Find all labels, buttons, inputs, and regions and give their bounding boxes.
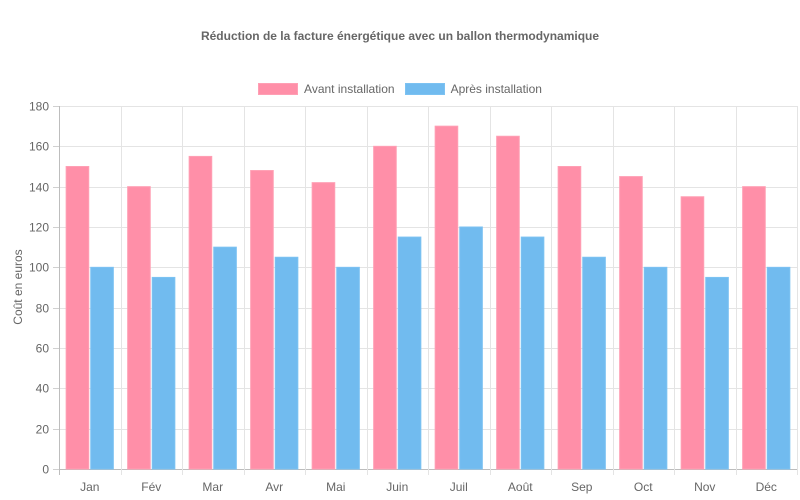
legend-item-apres[interactable]: Après installation xyxy=(404,82,542,96)
bar-avant xyxy=(680,196,705,470)
bar-avant xyxy=(65,166,90,470)
y-tick-label: 160 xyxy=(29,140,49,154)
bar-apres xyxy=(766,266,791,470)
x-tick-label: Mar xyxy=(202,480,223,494)
x-tick-label: Nov xyxy=(694,480,715,494)
bar-apres xyxy=(90,266,114,470)
bar-avant xyxy=(742,186,766,470)
bar-avant xyxy=(619,176,643,470)
bar-apres xyxy=(274,256,299,470)
y-tick-label: 40 xyxy=(36,382,50,396)
bar-avant xyxy=(250,170,274,470)
y-tick-label: 120 xyxy=(29,221,49,235)
chart-title: Réduction de la facture énergétique avec… xyxy=(200,29,600,43)
bar-apres xyxy=(520,236,545,470)
bar-apres xyxy=(643,266,668,470)
bar-avant xyxy=(434,125,459,470)
x-tick-label: Avr xyxy=(265,480,283,494)
y-tick-label: 20 xyxy=(36,423,50,437)
x-tick-label: Sep xyxy=(571,480,593,494)
bar-apres xyxy=(582,256,606,470)
bar-apres xyxy=(705,276,729,470)
y-tick-label: 60 xyxy=(36,342,50,356)
x-tick-label: Mai xyxy=(326,480,345,494)
x-tick-label: Fév xyxy=(141,480,161,494)
y-tick-label: 100 xyxy=(29,261,49,275)
bar-apres xyxy=(213,246,237,470)
x-tick-label: Oct xyxy=(634,480,653,494)
bar-avant xyxy=(188,155,213,470)
bar-apres xyxy=(397,236,422,470)
x-tick-label: Août xyxy=(508,480,533,494)
y-tick-label: 140 xyxy=(29,181,49,195)
bar-apres xyxy=(151,276,176,470)
legend-swatch-apres xyxy=(404,83,445,95)
bar-apres xyxy=(336,266,360,470)
bar-avant xyxy=(311,182,336,470)
legend-label-apres: Après installation xyxy=(450,82,542,96)
legend-label-avant: Avant installation xyxy=(304,82,395,96)
x-tick-label: Jan xyxy=(80,480,99,494)
legend-swatch-avant xyxy=(258,83,299,95)
bar-apres xyxy=(459,226,483,470)
legend-item-avant[interactable]: Avant installation xyxy=(258,82,395,96)
x-tick-label: Juil xyxy=(450,480,468,494)
bar-avant xyxy=(373,145,397,470)
bar-avant xyxy=(496,135,520,470)
y-tick-label: 180 xyxy=(29,100,49,114)
chart-legend: Avant installation Après installation xyxy=(0,82,800,96)
bar-avant xyxy=(127,186,151,470)
bar-avant xyxy=(557,166,582,470)
y-tick-label: 0 xyxy=(42,463,49,477)
x-tick-label: Juin xyxy=(386,480,408,494)
x-tick-label: Déc xyxy=(756,480,777,494)
y-tick-label: 80 xyxy=(36,302,50,316)
